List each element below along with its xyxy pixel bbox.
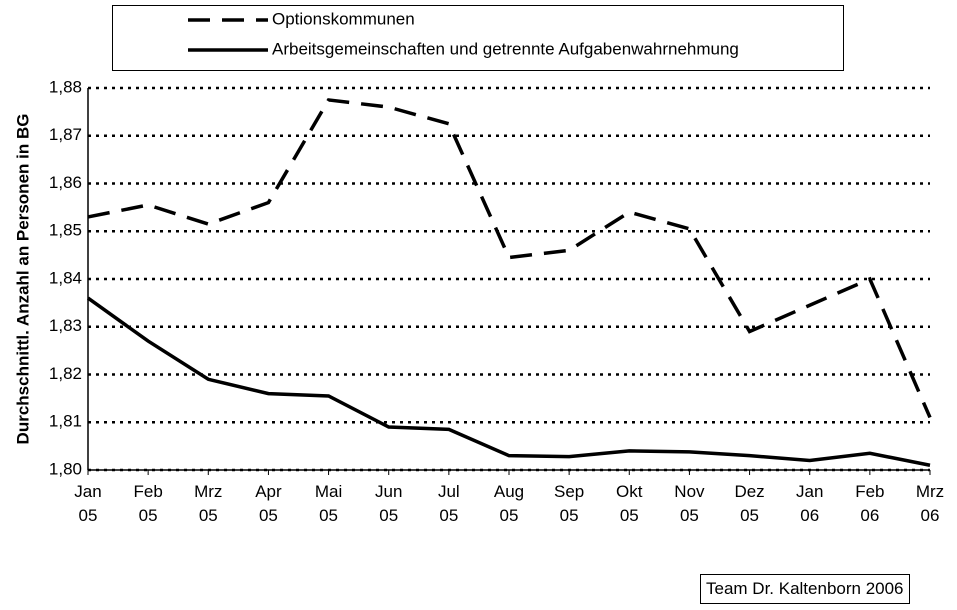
x-tick-label: Mai 05 (314, 482, 343, 525)
x-tick-label: Feb 06 (855, 482, 885, 525)
legend (112, 5, 844, 71)
y-axis-label: Durchschnittl. Anzahl an Personen in BG (13, 114, 32, 445)
x-tick-label: Sep 05 (554, 482, 585, 525)
x-tick-label: Jun 05 (374, 482, 403, 525)
legend-label: Arbeitsgemeinschaften und getrennte Aufg… (272, 39, 739, 58)
line-series (87, 98, 932, 419)
x-tick-label: Feb 05 (133, 482, 163, 525)
y-tick-label: 1,81 (49, 412, 82, 431)
x-tick-label: Mrz 05 (194, 482, 223, 525)
x-tick-label: Okt 05 (616, 482, 643, 525)
x-tick-label: Dez 05 (734, 482, 765, 525)
x-tick-label: Jan 06 (795, 482, 824, 525)
source-box: Team Dr. Kaltenborn 2006 (700, 574, 910, 604)
y-tick-label: 1,85 (49, 221, 82, 240)
source: Team Dr. Kaltenborn 2006 (706, 579, 904, 598)
x-tick-label: Nov 05 (674, 482, 705, 525)
x-tick-label: Apr 05 (255, 482, 282, 525)
y-tick-label: 1,88 (49, 77, 82, 96)
y-tick-label: 1,80 (49, 459, 82, 478)
x-tick-label: Mrz 06 (915, 482, 945, 525)
legend-label: Optionskommunen (272, 9, 415, 28)
x-tick-label: Jan 05 (74, 482, 102, 525)
x-tick-label: Jul 05 (437, 482, 460, 525)
y-tick-label: 1,86 (49, 173, 82, 192)
y-tick-label: 1,82 (49, 364, 82, 383)
y-tick-label: 1,87 (49, 125, 82, 144)
y-tick-label: 1,84 (49, 268, 82, 287)
y-tick-label: 1,83 (49, 316, 82, 335)
x-tick-label: Aug 05 (493, 482, 525, 525)
line-series (86, 296, 931, 467)
